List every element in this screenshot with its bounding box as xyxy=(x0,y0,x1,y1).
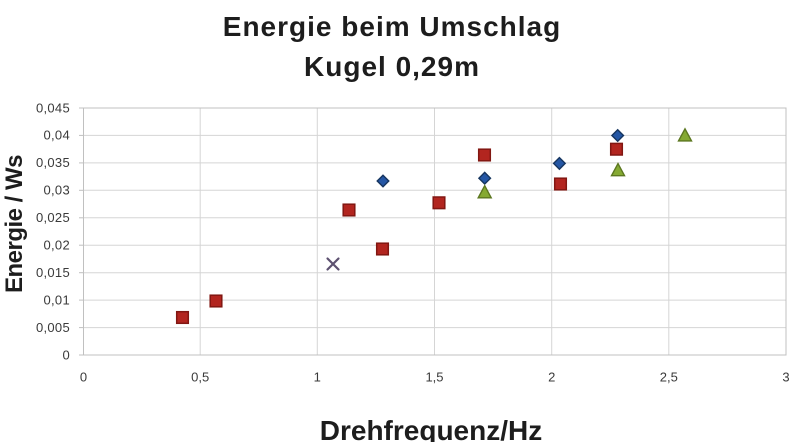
svg-text:2: 2 xyxy=(548,370,555,385)
svg-text:0,035: 0,035 xyxy=(36,155,70,170)
svg-text:0,5: 0,5 xyxy=(191,370,209,385)
svg-text:3: 3 xyxy=(782,370,789,385)
svg-text:2,5: 2,5 xyxy=(660,370,678,385)
svg-text:0,005: 0,005 xyxy=(36,320,70,335)
svg-text:1: 1 xyxy=(314,370,321,385)
svg-text:0,01: 0,01 xyxy=(43,292,70,307)
svg-text:0,045: 0,045 xyxy=(36,100,70,115)
svg-text:Drehfrequenz/Hz: Drehfrequenz/Hz xyxy=(320,415,542,442)
svg-text:Energie beim Umschlag: Energie beim Umschlag xyxy=(223,11,561,42)
svg-text:1,5: 1,5 xyxy=(425,370,443,385)
svg-text:Energie / Ws: Energie / Ws xyxy=(1,155,28,293)
svg-text:0: 0 xyxy=(80,370,87,385)
svg-text:0,015: 0,015 xyxy=(36,265,70,280)
svg-text:0,02: 0,02 xyxy=(43,238,70,253)
svg-text:0,025: 0,025 xyxy=(36,210,70,225)
svg-text:0,04: 0,04 xyxy=(43,128,70,143)
svg-text:0,03: 0,03 xyxy=(43,183,70,198)
svg-text:Kugel 0,29m: Kugel 0,29m xyxy=(304,51,480,82)
svg-text:0: 0 xyxy=(62,347,70,362)
